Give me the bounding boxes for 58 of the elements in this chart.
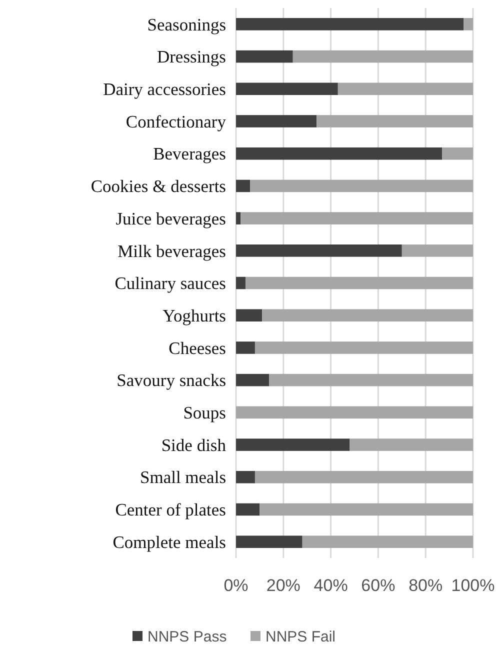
bar xyxy=(254,342,473,354)
y-tick-label: Yoghurts xyxy=(162,305,226,326)
bar xyxy=(302,536,473,548)
bar xyxy=(236,503,260,516)
bar xyxy=(442,147,473,160)
y-tick-label: Dressings xyxy=(156,46,226,67)
bar xyxy=(464,18,473,30)
bar xyxy=(245,276,473,290)
bar xyxy=(250,180,473,192)
bar xyxy=(236,342,255,354)
y-tick-label: Beverages xyxy=(153,144,226,164)
y-tick-label: Milk beverages xyxy=(118,240,226,261)
bar xyxy=(316,115,473,128)
y-tick-label: Dairy accessories xyxy=(103,79,226,100)
x-tick-label: 20% xyxy=(266,576,300,595)
y-tick-label: Cookies & desserts xyxy=(90,176,226,196)
bar xyxy=(236,244,402,257)
y-tick-label: Small meals xyxy=(140,467,226,488)
y-tick-label: Complete meals xyxy=(112,532,226,552)
bar xyxy=(236,406,473,419)
y-tick-label: Soups xyxy=(183,402,226,423)
bar xyxy=(402,244,473,257)
x-tick-label: 0% xyxy=(224,576,248,595)
x-tick-label: 100% xyxy=(451,576,495,595)
bar xyxy=(236,276,246,290)
bar xyxy=(236,82,338,96)
bar xyxy=(236,50,293,63)
bar xyxy=(236,180,250,192)
y-tick-label: Juice beverages xyxy=(116,208,226,228)
x-tick-label: 80% xyxy=(408,576,443,595)
y-tick-label: Center of plates xyxy=(115,500,226,520)
x-tick-label: 60% xyxy=(361,576,396,595)
bar xyxy=(260,503,473,516)
bar xyxy=(269,374,473,386)
bar xyxy=(236,147,442,160)
y-tick-label: Cheeses xyxy=(168,338,226,358)
bar xyxy=(236,438,350,451)
y-tick-label: Savoury snacks xyxy=(116,370,226,390)
bar xyxy=(236,470,255,484)
bar xyxy=(236,18,464,30)
bar xyxy=(262,309,473,322)
bar xyxy=(236,374,270,386)
y-tick-label: Side dish xyxy=(161,434,226,455)
legend-label: NNPS Fail xyxy=(266,628,336,646)
bar xyxy=(292,50,473,63)
bar xyxy=(350,438,473,451)
bar xyxy=(236,115,317,128)
y-tick-label: Culinary sauces xyxy=(114,273,226,294)
bar xyxy=(254,470,473,484)
bar xyxy=(338,82,473,96)
legend-label: NNPS Pass xyxy=(148,628,227,646)
bar xyxy=(236,212,241,224)
bar xyxy=(236,536,302,548)
x-tick-label: 40% xyxy=(314,576,348,595)
y-tick-label: Confectionary xyxy=(126,111,226,132)
bar xyxy=(240,212,473,224)
bar xyxy=(236,309,262,322)
y-tick-label: Seasonings xyxy=(147,14,226,34)
